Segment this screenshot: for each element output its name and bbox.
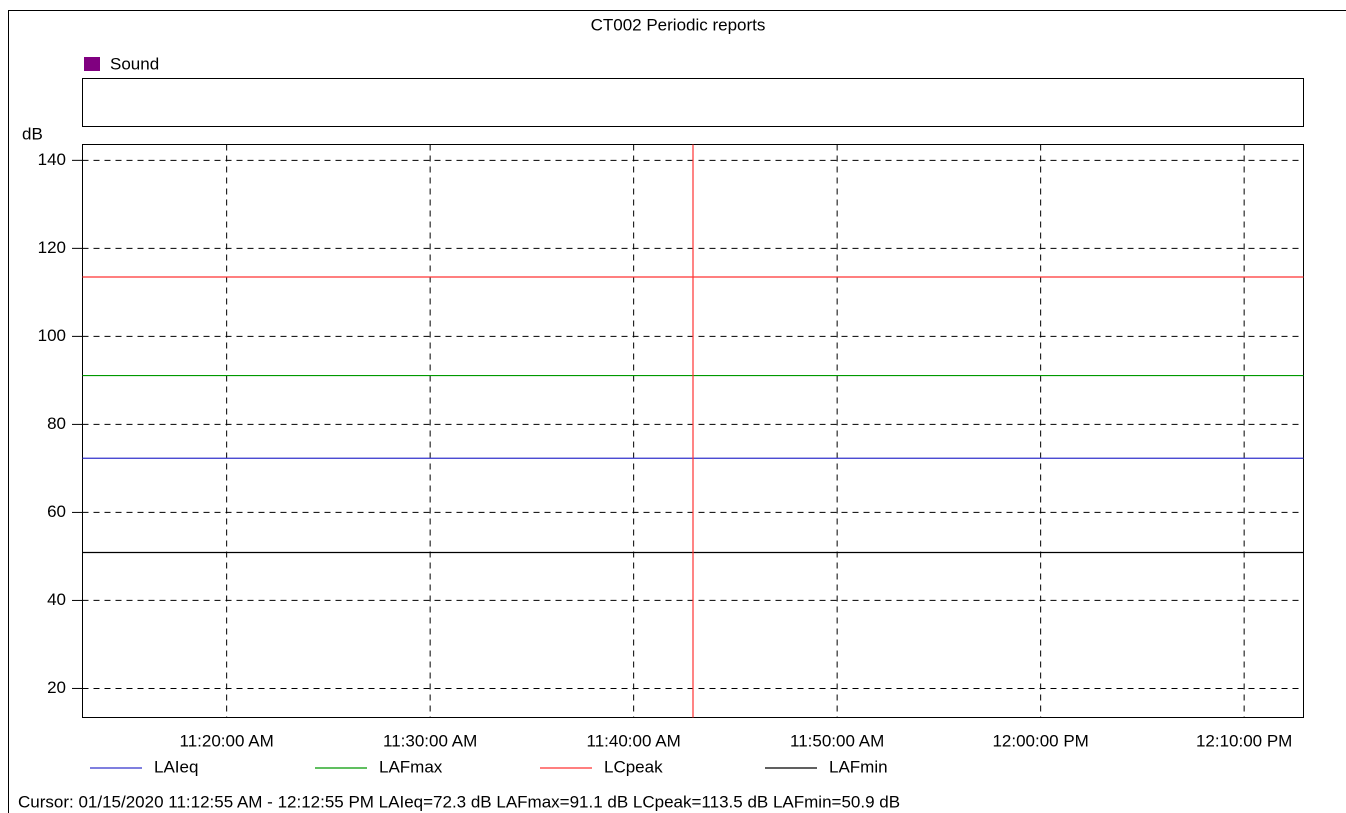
legend-box <box>82 78 1304 127</box>
legend-label: LAFmax <box>379 757 443 776</box>
status-text: Cursor: 01/15/2020 11:12:55 AM - 12:12:5… <box>18 792 900 811</box>
x-tick-label: 12:10:00 PM <box>1196 731 1292 750</box>
x-tick-label: 11:30:00 AM <box>383 731 477 750</box>
chart-title: CT002 Periodic reports <box>591 15 766 34</box>
y-tick-label: 20 <box>47 678 66 697</box>
x-tick-label: 11:40:00 AM <box>587 731 681 750</box>
y-tick-label: 140 <box>38 150 66 169</box>
y-tick-label: 120 <box>38 238 66 257</box>
legend-label: LAFmin <box>829 757 888 776</box>
legend-label: LCpeak <box>604 757 663 776</box>
y-tick-label: 80 <box>47 414 66 433</box>
x-tick-label: 11:20:00 AM <box>180 731 274 750</box>
legend-label: LAIeq <box>154 757 198 776</box>
y-tick-label: 100 <box>38 326 66 345</box>
legend-label: Sound <box>110 54 159 73</box>
legend-swatch <box>84 57 100 71</box>
y-axis-label: dB <box>22 124 43 143</box>
x-tick-label: 12:00:00 PM <box>992 731 1088 750</box>
x-tick-label: 11:50:00 AM <box>790 731 884 750</box>
y-tick-label: 40 <box>47 590 66 609</box>
y-tick-label: 60 <box>47 502 66 521</box>
